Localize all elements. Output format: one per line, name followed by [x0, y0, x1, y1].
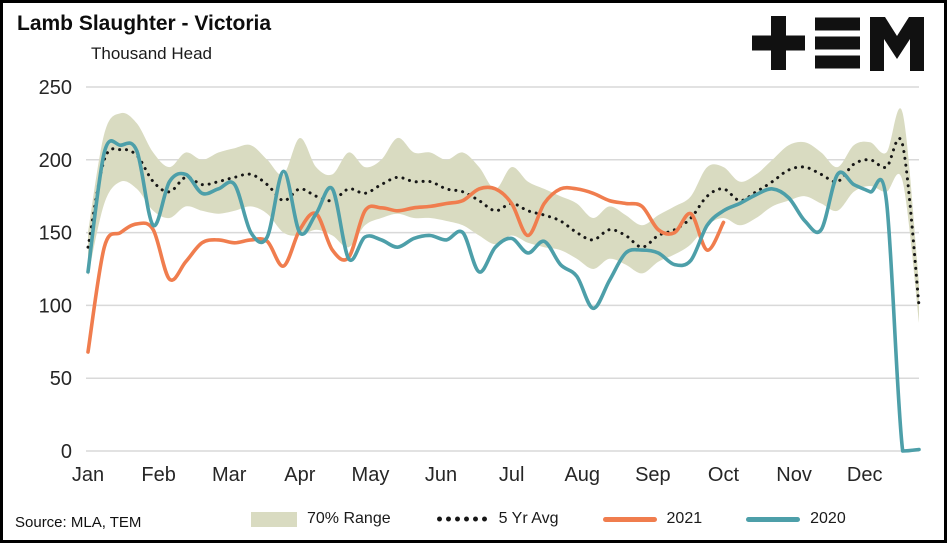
chart-plot-area: 0 50 100 150 200 250 Jan Feb Mar Apr May Jun Jul Aug S…	[39, 77, 921, 486]
y-tick-label-150: 150	[39, 223, 72, 245]
x-tick-label-jun: Jun	[425, 464, 457, 486]
x-tick-label-may: May	[352, 464, 390, 486]
chart-legend: 70% Range 5 Yr Avg 2021 2020	[251, 510, 846, 528]
page-title: Lamb Slaughter - Victoria	[17, 12, 271, 35]
legend-label-70-range: 70% Range	[307, 510, 391, 527]
y-tick-label-100: 100	[39, 295, 72, 317]
line-2020-swatch-icon	[746, 516, 801, 522]
y-tick-label-0: 0	[61, 441, 72, 463]
x-tick-label-oct: Oct	[708, 464, 740, 486]
legend-item-2020: 2020	[746, 510, 846, 528]
series-line-2021	[86, 185, 726, 354]
series-line-5-yr-avg	[86, 136, 921, 307]
y-tick-label-50: 50	[50, 368, 72, 390]
y-axis-unit-label: Thousand Head	[91, 44, 212, 63]
legend-item-5yr-avg: 5 Yr Avg	[434, 510, 559, 528]
series-line-2020	[86, 139, 921, 453]
legend-label-5yr-avg: 5 Yr Avg	[498, 510, 559, 527]
legend-label-2020: 2020	[810, 510, 846, 527]
legend-label-2021: 2021	[666, 510, 703, 527]
band-70-range	[88, 108, 919, 323]
y-tick-label-200: 200	[39, 150, 72, 172]
tem-logo-graphic	[752, 16, 924, 71]
tem-logo	[752, 15, 924, 73]
x-tick-label-mar: Mar	[212, 464, 247, 486]
x-tick-label-jan: Jan	[72, 464, 104, 486]
legend-item-2021: 2021	[602, 510, 703, 528]
x-tick-label-dec: Dec	[847, 464, 883, 486]
line-2021-swatch-icon	[602, 516, 657, 522]
x-tick-label-sep: Sep	[635, 464, 671, 486]
source-note: Source: MLA, TEM	[15, 514, 142, 531]
y-tick-label-250: 250	[39, 77, 72, 99]
x-tick-label-apr: Apr	[284, 464, 315, 486]
band-swatch-icon	[251, 511, 297, 527]
x-tick-label-jul: Jul	[499, 464, 525, 486]
legend-item-70-range: 70% Range	[251, 510, 391, 528]
x-tick-label-nov: Nov	[776, 464, 812, 486]
x-tick-label-aug: Aug	[564, 464, 600, 486]
x-tick-label-feb: Feb	[141, 464, 175, 486]
dotted-line-swatch-icon	[434, 516, 489, 522]
